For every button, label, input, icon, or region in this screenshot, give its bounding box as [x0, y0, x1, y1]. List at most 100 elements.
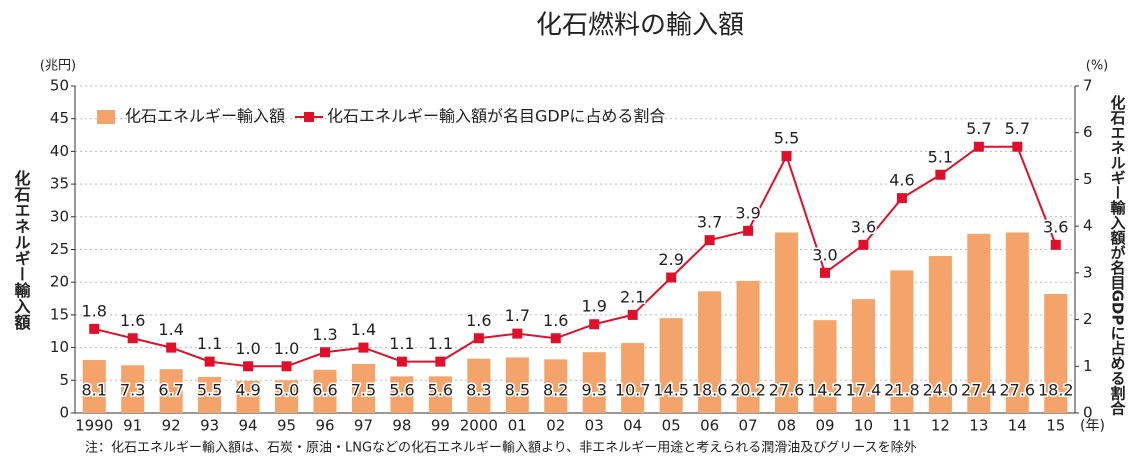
y2-unit: (%): [1086, 59, 1109, 74]
bar-label: 5.6: [389, 381, 414, 400]
x-tick-label: 04: [623, 417, 642, 435]
x-tick-label: 1990: [75, 417, 113, 435]
y2-tick-label: 1: [1083, 357, 1093, 375]
bar-label: 10.7: [615, 381, 651, 400]
line-label: 1.4: [351, 320, 376, 339]
line-label: 1.3: [312, 325, 337, 344]
x-tick-label: 07: [739, 417, 758, 435]
y2-tick-label: 5: [1083, 170, 1093, 188]
marker: [973, 141, 984, 152]
line-label: 2.9: [658, 250, 683, 269]
y-unit: (兆円): [40, 59, 76, 74]
bar-label: 14.2: [807, 381, 843, 400]
line-label: 5.1: [928, 147, 953, 166]
x-tick-label: 91: [123, 417, 142, 435]
bar: [505, 357, 529, 413]
y2-tick-label: 3: [1083, 263, 1093, 281]
line-label: 1.7: [505, 306, 530, 325]
line-label: 1.0: [274, 339, 299, 358]
marker: [512, 328, 523, 339]
chart-title: 化石燃料の輸入額: [536, 11, 744, 41]
bar: [582, 352, 606, 413]
bar: [928, 256, 952, 413]
y2-axis-label: 化石エネルギー輸入額が名目GDPに占める割合: [1109, 94, 1127, 417]
bar: [1044, 293, 1068, 413]
bar: [1005, 232, 1029, 413]
line-label: 1.6: [466, 311, 491, 330]
line-label: 1.1: [428, 334, 453, 353]
x-tick-label: 99: [431, 417, 450, 435]
legend-label: 化石エネルギー輸入額: [125, 107, 285, 126]
y-tick-label: 25: [50, 240, 69, 258]
marker: [166, 342, 177, 353]
x-tick-label: 06: [700, 417, 719, 435]
y-tick-label: 45: [50, 109, 69, 127]
line-label: 5.7: [966, 119, 991, 138]
bar-label: 9.3: [582, 381, 607, 400]
bar-label: 5.0: [274, 381, 299, 400]
note: 注：化石エネルギー輸入額は、石炭・原油・LNGなどの化石エネルギー輸入額より、非…: [85, 440, 917, 456]
bar: [351, 363, 375, 413]
line-label: 3.7: [697, 213, 722, 232]
y-tick-label: 35: [50, 175, 69, 193]
marker: [89, 323, 100, 334]
marker: [1050, 239, 1061, 250]
marker: [781, 151, 792, 162]
bar: [813, 320, 837, 413]
y2-tick-label: 0: [1083, 404, 1093, 422]
line-label: 1.6: [543, 311, 568, 330]
line-label: 5.5: [774, 129, 799, 148]
y2-tick-label: 7: [1083, 77, 1093, 95]
bar-label: 18.6: [692, 381, 728, 400]
x-tick-label: 02: [546, 417, 565, 435]
marker: [666, 272, 677, 283]
x-tick-label: 94: [239, 417, 258, 435]
bar: [544, 359, 568, 413]
bar-label: 7.5: [351, 381, 376, 400]
x-tick-label: 13: [969, 417, 988, 435]
marker: [243, 361, 254, 372]
bar: [159, 369, 183, 413]
marker: [935, 169, 946, 180]
y-tick-label: 30: [50, 207, 69, 225]
line-label: 5.7: [1005, 119, 1030, 138]
line-label: 1.1: [389, 334, 414, 353]
x-tick-label: 93: [200, 417, 219, 435]
bar: [198, 377, 222, 413]
line-label: 1.1: [197, 334, 222, 353]
bar: [236, 380, 260, 413]
legend-swatch: [97, 110, 115, 124]
marker: [358, 342, 369, 353]
line-label: 1.8: [82, 301, 107, 320]
line-label: 3.6: [1043, 217, 1068, 236]
marker: [281, 361, 292, 372]
x-tick-label: 03: [585, 417, 604, 435]
marker: [704, 235, 715, 246]
line-label: 3.0: [812, 245, 837, 264]
marker: [820, 267, 830, 278]
bar: [698, 291, 722, 413]
bar: [659, 318, 683, 413]
bar: [736, 280, 760, 413]
bar-label: 7.3: [120, 381, 145, 400]
bar-label: 5.6: [428, 381, 453, 400]
legend-label: 化石エネルギー輸入額が名目GDPに占める割合: [327, 107, 665, 126]
bar-label: 17.4: [846, 381, 882, 400]
line: [93, 145, 1057, 368]
bar-label: 8.2: [543, 381, 568, 400]
x-tick-label: 97: [354, 417, 373, 435]
x-tick-label: 10: [854, 417, 873, 435]
bar-label: 8.5: [505, 381, 530, 400]
bar: [851, 299, 875, 413]
x-tick-label: 95: [277, 417, 296, 435]
y-tick-label: 0: [59, 404, 69, 422]
bar: [390, 376, 414, 413]
marker: [435, 356, 446, 367]
marker: [627, 309, 638, 320]
marker: [858, 239, 869, 250]
bar: [428, 376, 452, 413]
bar-label: 6.6: [312, 381, 337, 400]
bar-label: 27.6: [999, 381, 1035, 400]
x-tick-label: 09: [815, 417, 834, 435]
marker: [1012, 141, 1023, 152]
